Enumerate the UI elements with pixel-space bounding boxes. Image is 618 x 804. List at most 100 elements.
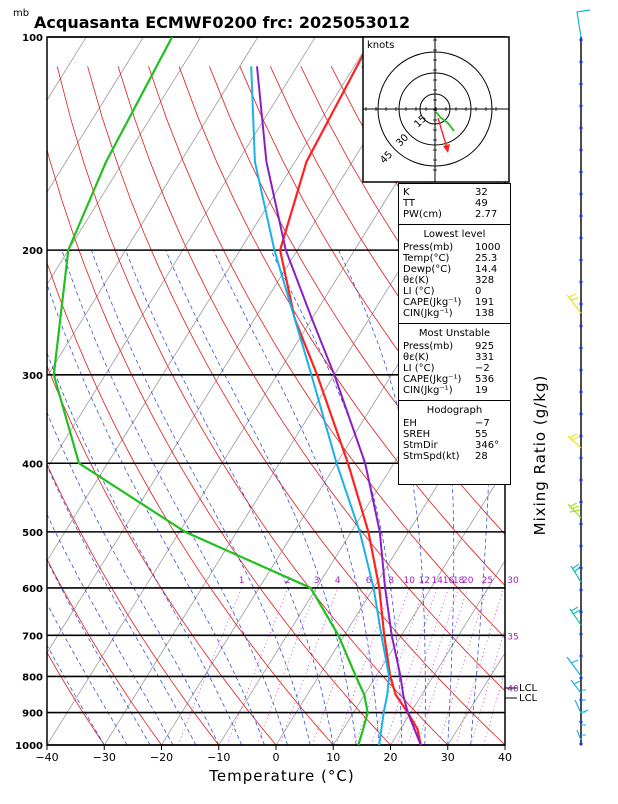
- mixing-ratio-label: 25: [482, 576, 493, 586]
- wind-level-dot: [579, 170, 582, 173]
- mixing-ratio-label: 10: [404, 576, 416, 586]
- stat-label: Press(mb): [403, 242, 475, 253]
- mixing-ratio-label: 30: [507, 576, 519, 586]
- stat-row: LI (°C)0: [403, 286, 506, 297]
- wind-level-dot: [579, 302, 582, 305]
- mixing-ratio-label: 12: [419, 576, 430, 586]
- wind-level-dot: [579, 148, 582, 151]
- mixing-ratio-line: [484, 588, 530, 745]
- wind-level-dot: [579, 632, 582, 635]
- wind-level-dot: [579, 214, 582, 217]
- most-unstable-header: Most Unstable: [399, 323, 510, 341]
- temperature-tick-label: −20: [150, 751, 173, 764]
- mixing-ratio-label: 4: [335, 576, 341, 586]
- wind-profile: [567, 10, 590, 746]
- stat-value: 191: [475, 297, 494, 308]
- temperature-tick-label: 30: [441, 751, 455, 764]
- wind-barb: [567, 657, 581, 676]
- temperature-tick-label: 10: [326, 751, 340, 764]
- stat-value: 346°: [475, 440, 499, 451]
- stat-value: 1000: [475, 242, 500, 253]
- temperature-tick-label: 0: [273, 751, 280, 764]
- wind-barb: [571, 680, 581, 693]
- wind-level-dot: [579, 522, 582, 525]
- pressure-tick-label: 200: [22, 246, 43, 257]
- temperature-tick-label: −30: [93, 751, 116, 764]
- stat-value: 138: [475, 308, 494, 319]
- stat-value: 25.3: [475, 253, 497, 264]
- moist-adiabat-line: [62, 250, 288, 745]
- wind-barb: [570, 607, 581, 625]
- stat-row: PW(cm)2.77: [403, 209, 506, 220]
- temperature-tick-label: −40: [35, 751, 58, 764]
- wind-level-dot: [579, 676, 582, 679]
- wind-level-dot: [579, 280, 582, 283]
- wind-level-dot: [579, 478, 582, 481]
- wind-level-dot: [579, 368, 582, 371]
- mixing-ratio-axis-label: Mixing Ratio (g/kg): [531, 375, 549, 536]
- wind-level-dot: [579, 456, 582, 459]
- wind-level-dot: [579, 566, 582, 569]
- stat-label: CAPE(Jkg⁻¹): [403, 297, 475, 308]
- isotherm-line: [0, 37, 86, 745]
- wind-level-dot: [579, 236, 582, 239]
- wind-level-dot: [579, 346, 582, 349]
- wind-level-dot: [579, 38, 582, 41]
- stat-row: CAPE(Jkg⁻¹)536: [403, 374, 506, 385]
- stat-value: 331: [475, 352, 494, 363]
- wind-level-dot: [579, 500, 582, 503]
- wind-level-dot: [579, 654, 582, 657]
- stat-value: 32: [475, 187, 488, 198]
- mixing-ratio-line: [280, 588, 338, 745]
- wind-level-dot: [579, 588, 582, 591]
- stat-label: SREH: [403, 429, 475, 440]
- stat-value: 536: [475, 374, 494, 385]
- stat-row: Press(mb)925: [403, 341, 506, 352]
- stat-label: CIN(Jkg⁻¹): [403, 385, 475, 396]
- stat-value: −2: [475, 363, 490, 374]
- dry-adiabat-line: [605, 66, 618, 760]
- mixing-ratio-line: [227, 588, 288, 745]
- pressure-unit: mb: [13, 8, 29, 19]
- wind-barb: [577, 10, 590, 37]
- wind-level-dot: [579, 544, 582, 547]
- stat-label: CAPE(Jkg⁻¹): [403, 374, 475, 385]
- wind-level-dot: [579, 60, 582, 63]
- temperature-tick-label: −10: [207, 751, 230, 764]
- stat-label: θε(K): [403, 275, 475, 286]
- stat-row: Press(mb)1000: [403, 242, 506, 253]
- wind-level-dot: [579, 324, 582, 327]
- temperature-tick-label: 20: [384, 751, 398, 764]
- stat-value: 2.77: [475, 209, 497, 220]
- stat-label: PW(cm): [403, 209, 475, 220]
- wind-level-dot: [579, 126, 582, 129]
- stat-row: LI (°C)−2: [403, 363, 506, 374]
- stat-row: CIN(Jkg⁻¹)138: [403, 308, 506, 319]
- pressure-tick-label: 900: [22, 709, 43, 720]
- mixing-ratio-label: 8: [388, 576, 394, 586]
- stat-row: θε(K)331: [403, 352, 506, 363]
- stat-label: Dewp(°C): [403, 264, 475, 275]
- stat-row: θε(K)328: [403, 275, 506, 286]
- pressure-tick-label: 500: [22, 528, 43, 539]
- stat-row: CAPE(Jkg⁻¹)191: [403, 297, 506, 308]
- mixing-ratio-label: 14: [431, 576, 443, 586]
- dewpoint-profile-line: [54, 37, 368, 745]
- wind-level-dot: [579, 258, 582, 261]
- mixing-ratio-label: 35: [507, 632, 518, 642]
- stat-label: LI (°C): [403, 363, 475, 374]
- stat-value: 49: [475, 198, 488, 209]
- stat-value: 28: [475, 451, 488, 462]
- stat-label: TT: [403, 198, 475, 209]
- stat-row: Temp(°C)25.3: [403, 253, 506, 264]
- stat-value: 19: [475, 385, 488, 396]
- pressure-tick-label: 400: [22, 459, 43, 470]
- wind-level-dot: [579, 390, 582, 393]
- wind-level-dot: [579, 742, 582, 745]
